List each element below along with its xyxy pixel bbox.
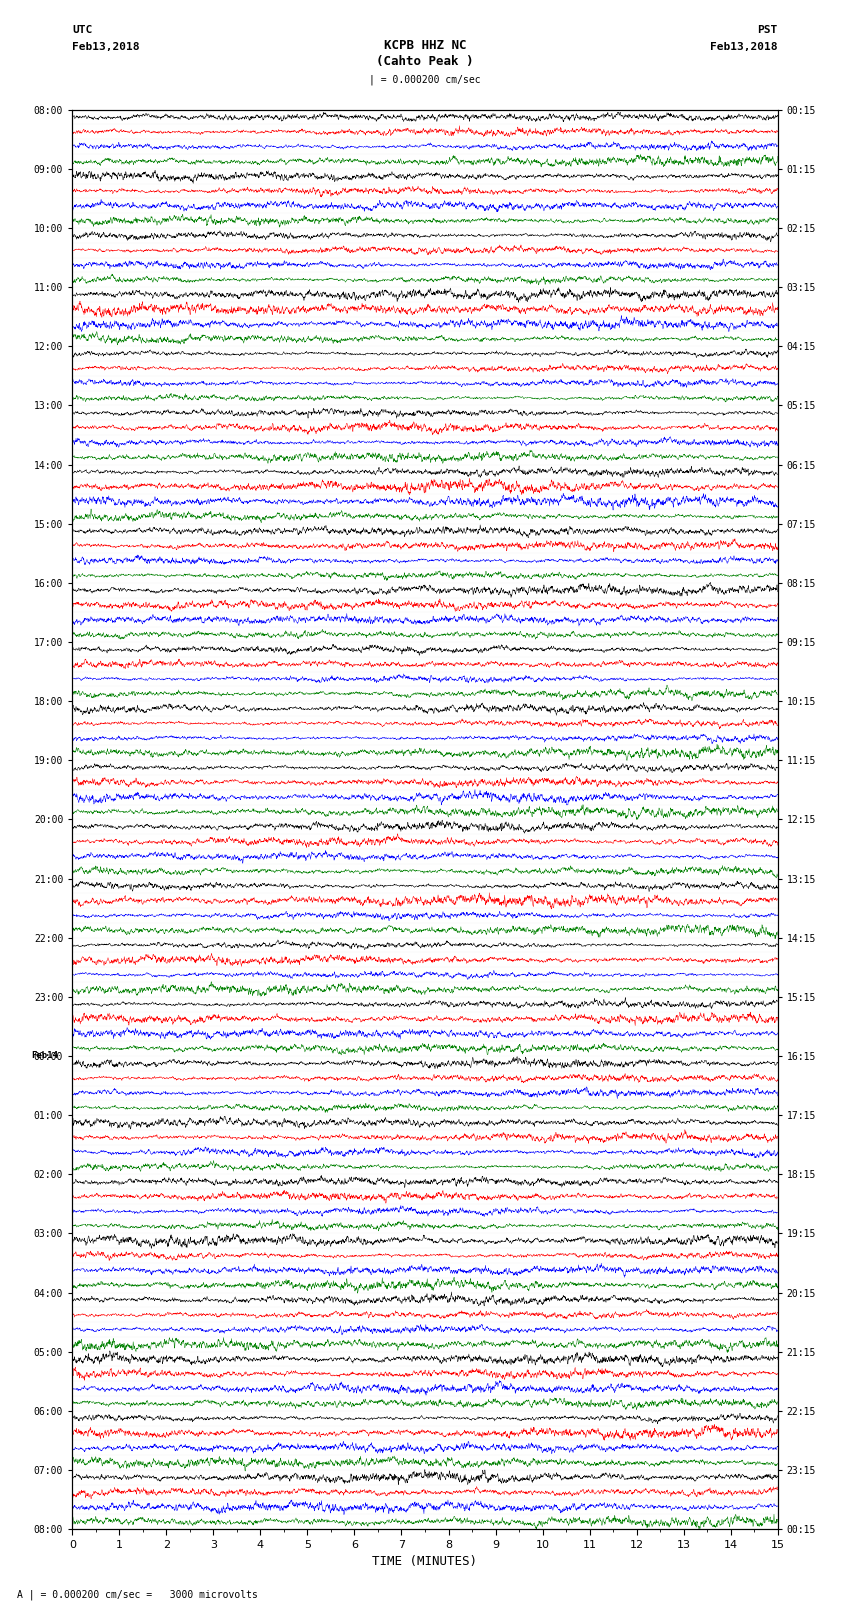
Text: Feb13,2018: Feb13,2018 bbox=[72, 42, 139, 52]
Text: A | = 0.000200 cm/sec =   3000 microvolts: A | = 0.000200 cm/sec = 3000 microvolts bbox=[17, 1589, 258, 1600]
Text: (Cahto Peak ): (Cahto Peak ) bbox=[377, 55, 473, 68]
Text: PST: PST bbox=[757, 26, 778, 35]
Text: Feb14: Feb14 bbox=[31, 1052, 58, 1060]
X-axis label: TIME (MINUTES): TIME (MINUTES) bbox=[372, 1555, 478, 1568]
Text: KCPB HHZ NC: KCPB HHZ NC bbox=[383, 39, 467, 52]
Text: | = 0.000200 cm/sec: | = 0.000200 cm/sec bbox=[369, 74, 481, 85]
Text: Feb13,2018: Feb13,2018 bbox=[711, 42, 778, 52]
Text: UTC: UTC bbox=[72, 26, 93, 35]
